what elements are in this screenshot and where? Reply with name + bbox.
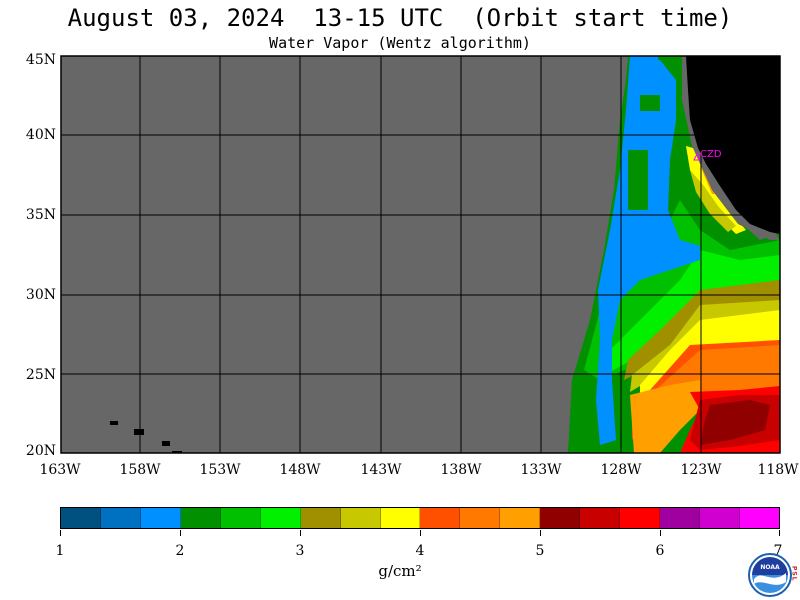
colorbar-swatch — [100, 508, 141, 528]
lon-label-163w: 163W — [39, 462, 81, 478]
colorbar-swatch — [420, 508, 461, 528]
land-area — [686, 56, 780, 234]
lat-label-20n: 20N — [25, 443, 56, 459]
lon-label-118w: 118W — [757, 462, 799, 478]
psl-logo-letters: PSL — [791, 566, 798, 582]
lon-label-143w: 143W — [360, 462, 402, 478]
lon-label-153w: 153W — [199, 462, 241, 478]
colorbar-swatch — [700, 508, 740, 528]
colorbar-tick — [300, 530, 301, 536]
lon-label-133w: 133W — [520, 462, 562, 478]
colorbar-label-1: 1 — [55, 543, 65, 559]
lon-label-128w: 128W — [600, 462, 642, 478]
colorbar-tick — [60, 530, 61, 536]
noaa-logo-text: NOAA — [760, 564, 780, 571]
colorbar-label-6: 6 — [655, 543, 665, 559]
colorbar-label-3: 3 — [295, 543, 305, 559]
colorbar-swatch — [460, 508, 501, 528]
colorbar-label-2: 2 — [175, 543, 185, 559]
colorbar-swatch — [220, 508, 261, 528]
colorbar-swatch — [140, 508, 181, 528]
map-field — [61, 56, 780, 453]
swath-light-orange-zone — [630, 380, 700, 453]
lon-label-158w: 158W — [119, 462, 161, 478]
colorbar-tick — [180, 530, 181, 536]
swath-blue-patch — [636, 56, 658, 78]
colorbar-swatch — [61, 508, 101, 528]
lat-label-25n: 25N — [25, 367, 56, 383]
colorbar-swatch — [380, 508, 421, 528]
map-frame — [60, 55, 781, 454]
colorbar-swatch — [540, 508, 581, 528]
colorbar-swatch — [300, 508, 341, 528]
colorbar-label-5: 5 — [535, 543, 545, 559]
colorbar-label-7: 7 — [773, 543, 783, 559]
colorbar-tick — [540, 530, 541, 536]
swath-darkest-red-zone — [700, 400, 770, 445]
colorbar — [60, 507, 780, 529]
lat-label-45n: 45N — [25, 52, 56, 68]
lat-label-40n: 40N — [25, 127, 56, 143]
colorbar-swatch — [580, 508, 621, 528]
colorbar-swatch — [260, 508, 301, 528]
colorbar-tick — [420, 530, 421, 536]
graticule — [61, 56, 780, 453]
lon-label-123w: 123W — [680, 462, 722, 478]
colorbar-units: g/cm² — [378, 562, 422, 580]
lat-label-35n: 35N — [25, 207, 56, 223]
lon-label-148w: 148W — [279, 462, 321, 478]
colorbar-tick — [660, 530, 661, 536]
colorbar-swatch — [739, 508, 779, 528]
lon-label-138w: 138W — [440, 462, 482, 478]
colorbar-swatch — [500, 508, 541, 528]
colorbar-swatch — [180, 508, 221, 528]
hawaii-islands — [110, 421, 182, 453]
colorbar-label-4: 4 — [415, 543, 425, 559]
station-label: CZD — [700, 149, 722, 160]
swath-green-fleck — [640, 95, 660, 111]
lat-label-30n: 30N — [25, 287, 56, 303]
swath-green-fleck-2 — [628, 150, 648, 210]
map-subtitle: Water Vapor (Wentz algorithm) — [269, 34, 531, 52]
map-title: August 03, 2024 13-15 UTC (Orbit start t… — [67, 4, 733, 32]
station-marker: CZD — [693, 149, 722, 161]
colorbar-tick — [779, 530, 780, 536]
swath-orange-zone — [634, 345, 780, 450]
colorbar-swatch — [340, 508, 381, 528]
colorbar-swatch — [620, 508, 661, 528]
noaa-logo-icon: NOAA PSL — [748, 553, 798, 597]
colorbar-swatch — [660, 508, 700, 528]
swath-blue-zone — [596, 56, 700, 445]
